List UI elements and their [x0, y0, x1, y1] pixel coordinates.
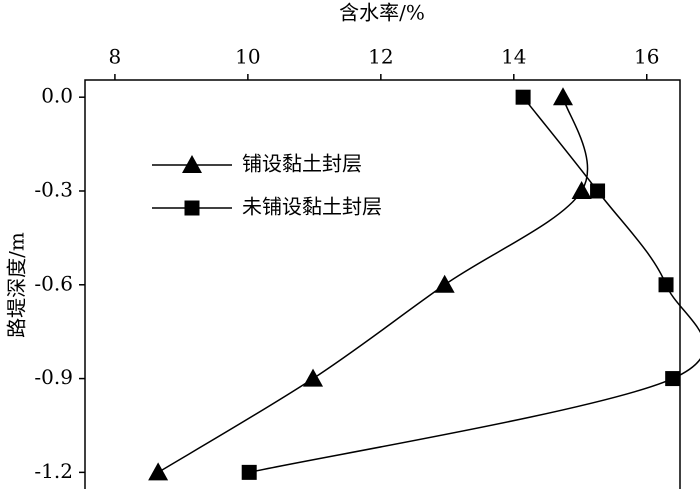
y-tick-label: -0.6 [34, 271, 73, 295]
x-tick-label: 14 [501, 45, 526, 69]
x-tick-label: 10 [235, 45, 260, 69]
x-tick-label: 12 [368, 45, 393, 69]
legend-marker [182, 155, 202, 173]
series-line [157, 97, 589, 474]
data-point [148, 462, 169, 481]
y-tick-label: -0.3 [34, 177, 73, 201]
legend-label: 铺设黏土封层 [242, 152, 362, 176]
y-tick-label: -0.9 [34, 365, 73, 389]
data-point [515, 89, 531, 105]
data-point [571, 180, 592, 199]
series-line [249, 96, 700, 474]
x-tick-label: 16 [634, 45, 659, 69]
y-tick-label: 0.0 [41, 84, 73, 108]
legend-label: 未铺设黏土封层 [242, 195, 382, 219]
x-tick-label: 8 [109, 45, 122, 69]
data-point [434, 274, 455, 293]
plot-frame [84, 79, 681, 493]
x-axis-label: 含水率/% [339, 1, 425, 25]
y-tick-label: -1.2 [34, 459, 73, 483]
data-point [241, 464, 257, 480]
data-point [590, 183, 606, 199]
data-point [303, 368, 324, 387]
data-point [552, 87, 573, 106]
data-point [658, 277, 674, 293]
data-point [665, 371, 681, 387]
y-axis-label: 路堤深度/m [5, 232, 29, 338]
legend-marker [184, 200, 200, 216]
